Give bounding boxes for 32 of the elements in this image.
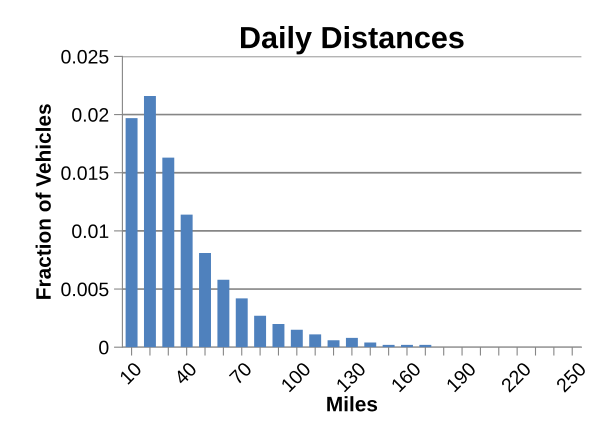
y-tick-label: 0 — [99, 340, 108, 354]
bar — [290, 330, 303, 348]
bar — [364, 342, 376, 348]
bar — [254, 316, 266, 348]
y-axis-title: Fraction of Vehicles — [36, 104, 51, 299]
bar — [180, 214, 193, 348]
y-tick-label: 0.005 — [61, 282, 108, 296]
bar — [217, 280, 230, 348]
x-tick-label: 100 — [280, 361, 312, 392]
y-tick-label: 0.02 — [72, 108, 108, 122]
x-axis-title: Miles — [327, 396, 378, 412]
y-tick-label: 0.015 — [61, 166, 108, 180]
bar — [309, 334, 322, 348]
chart-title: Daily Distances — [241, 26, 464, 54]
x-tick-label: 40 — [173, 361, 198, 386]
bar — [126, 118, 138, 348]
x-tick-label: 10 — [118, 361, 142, 385]
x-tick-label: 190 — [446, 361, 477, 392]
y-tick-label: 0.025 — [61, 50, 108, 64]
bar — [328, 340, 340, 348]
x-tick-label: 70 — [228, 361, 253, 386]
bar — [346, 338, 358, 348]
x-tick-label: 250 — [555, 361, 587, 393]
bar — [144, 96, 156, 348]
x-tick-label: 220 — [500, 361, 532, 393]
bar — [199, 252, 211, 348]
x-tick-label: 130 — [335, 361, 367, 392]
bar — [162, 158, 174, 348]
bar — [272, 324, 284, 348]
x-tick-label: 160 — [390, 361, 422, 392]
bar — [236, 298, 248, 348]
y-tick-label: 0.01 — [72, 224, 108, 238]
